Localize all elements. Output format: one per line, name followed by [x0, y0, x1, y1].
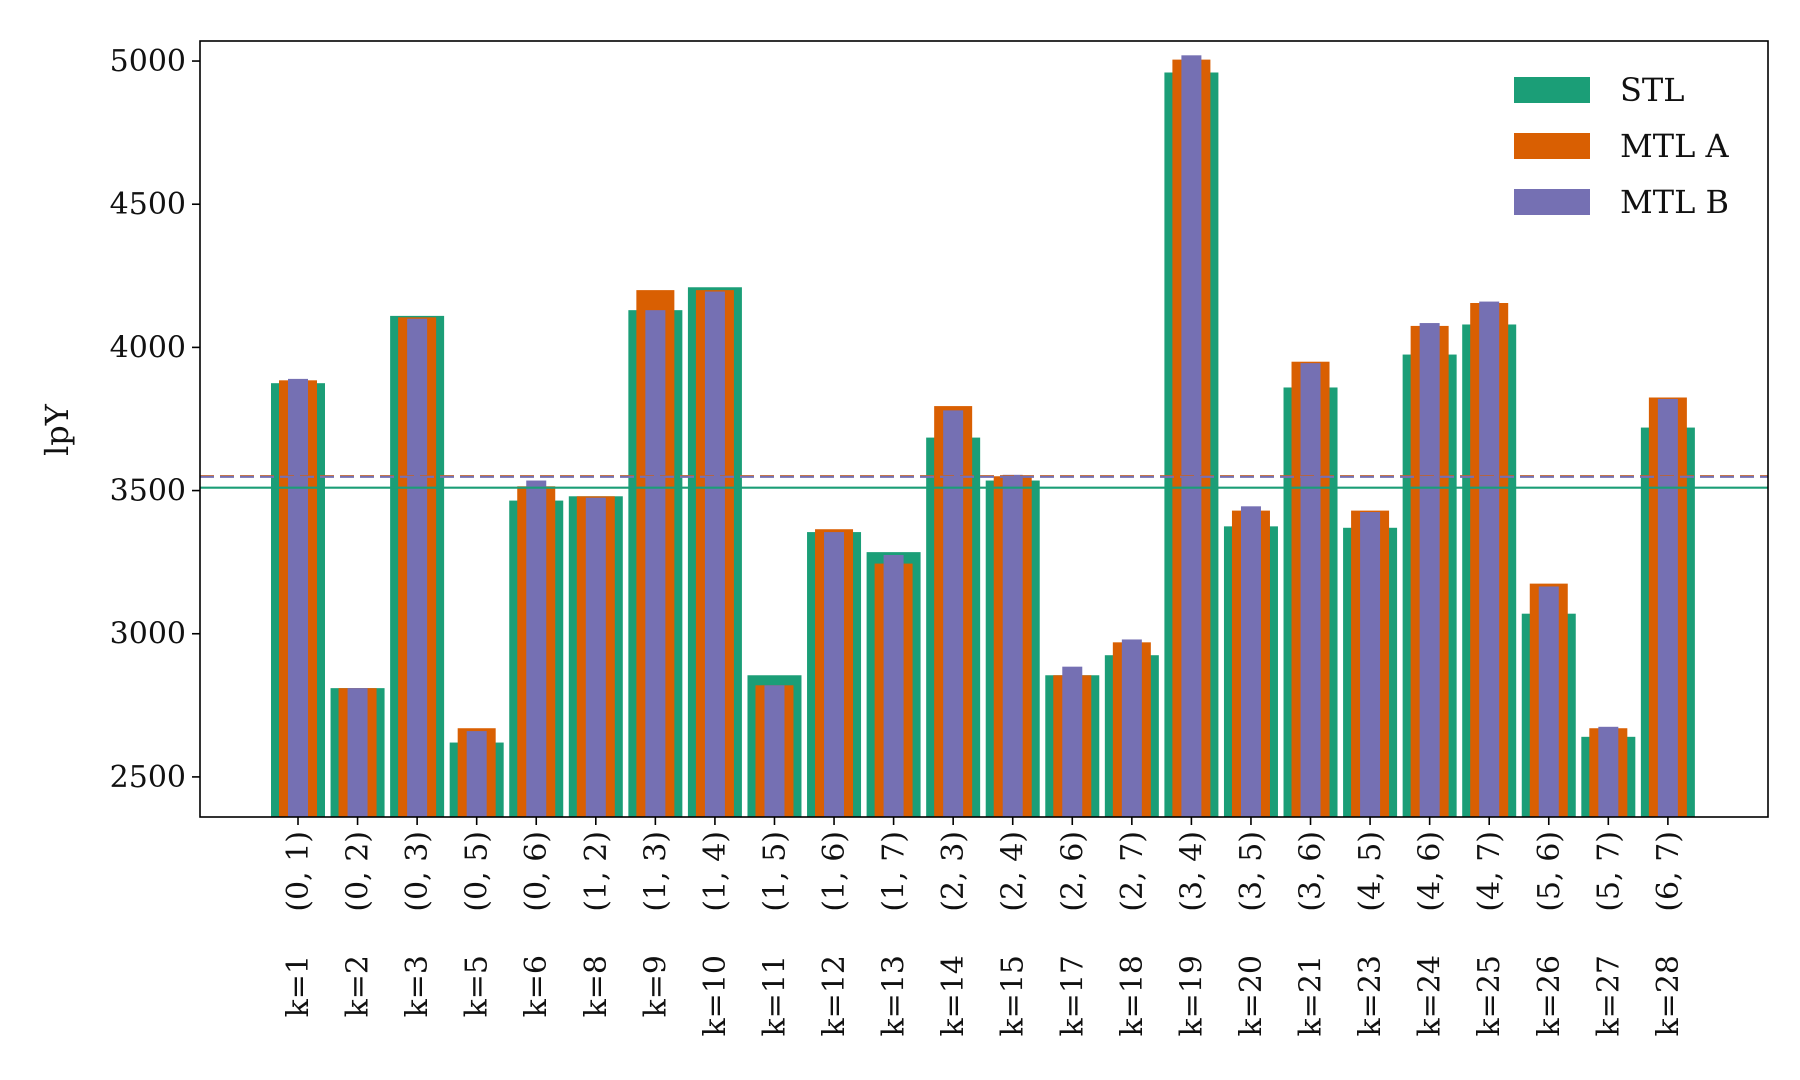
bar-mtl-b-14: [1062, 666, 1083, 817]
plot-frame: [199, 40, 1769, 818]
x-tick-label-pair: (1, 5): [757, 831, 792, 912]
bar-mtl-b-13: [1002, 474, 1023, 817]
y-axis: 2500 3000 3500 4000 4500 5000: [110, 44, 200, 795]
x-tick-label-k: k=28: [1651, 955, 1686, 1037]
x-tick-label-k: k=25: [1472, 955, 1507, 1037]
x-tick-label-pair: (2, 4): [996, 831, 1031, 912]
x-tick-label-pair: (0, 5): [460, 831, 495, 912]
legend-label-stl: STL: [1620, 71, 1685, 109]
x-tick-label-k: k=23: [1353, 955, 1388, 1037]
legend: STL MTL A MTL B: [1514, 71, 1730, 221]
x-tick-label-pair: (4, 5): [1353, 831, 1388, 912]
x-tick-label-pair: (1, 4): [698, 831, 733, 912]
x-tick-label-pair: (3, 5): [1234, 831, 1269, 912]
x-tick-label-pair: (1, 2): [579, 831, 614, 912]
x-tick-label-pair: (1, 7): [877, 831, 912, 912]
y-tick-label: 3500: [110, 474, 186, 509]
bar-mtl-b-8: [704, 291, 725, 818]
bar-mtl-b-21: [1479, 301, 1500, 817]
bar-mtl-b-2: [347, 688, 368, 817]
bar-mtl-b-4: [466, 731, 487, 817]
bar-mtl-b-20: [1419, 323, 1440, 817]
bar-mtl-b-10: [824, 532, 845, 817]
legend-label-mtl-a: MTL A: [1620, 127, 1730, 165]
legend-swatch-mtl-a: [1514, 133, 1590, 159]
bar-mtl-b-12: [943, 410, 964, 817]
x-tick-label-pair: (4, 6): [1413, 831, 1448, 912]
x-tick-label-pair: (3, 6): [1294, 831, 1329, 912]
bar-mtl-b-7: [645, 310, 666, 817]
x-tick-label-k: k=27: [1591, 955, 1626, 1037]
x-axis: (0, 1) k=1 (0, 2) k=2 (0, 3) k=3 (0, 5) k=5 (0, …: [281, 817, 1686, 1037]
y-tick-label: 4500: [110, 187, 186, 222]
x-tick-label-k: k=21: [1294, 955, 1329, 1037]
x-tick-label-k: k=6: [519, 955, 554, 1017]
y-tick-label: 4000: [110, 330, 186, 365]
y-tick-label: 3000: [110, 617, 186, 652]
bar-mtl-b-11: [883, 554, 904, 817]
bar-mtl-b-18: [1300, 363, 1321, 817]
x-tick-label-pair: (6, 7): [1651, 831, 1686, 912]
bar-mtl-b-16: [1181, 55, 1202, 818]
x-tick-label-k: k=5: [460, 955, 495, 1017]
bar-mtl-b-5: [526, 480, 547, 817]
legend-swatch-mtl-b: [1514, 189, 1590, 215]
x-tick-label-k: k=13: [877, 955, 912, 1037]
bar-mtl-b-24: [1657, 398, 1678, 817]
x-tick-label-pair: (0, 1): [281, 831, 316, 912]
x-tick-label-pair: (5, 7): [1591, 831, 1626, 912]
x-tick-label-k: k=2: [341, 955, 376, 1017]
x-tick-label-k: k=15: [996, 955, 1031, 1037]
x-tick-label-k: k=9: [638, 955, 673, 1017]
x-tick-label-pair: (1, 6): [817, 831, 852, 912]
x-tick-label-k: k=20: [1234, 955, 1269, 1037]
reference-lines-layer: [200, 475, 1768, 489]
bar-mtl-b-1: [288, 378, 308, 817]
bar-mtl-b-3: [407, 318, 428, 817]
x-tick-label-k: k=11: [757, 955, 792, 1037]
x-tick-label-k: k=8: [579, 955, 614, 1017]
x-tick-label-pair: (0, 6): [519, 831, 554, 912]
y-axis-label: lpY: [38, 403, 76, 456]
y-tick-label: 2500: [110, 760, 186, 795]
bar-mtl-b-19: [1360, 512, 1381, 817]
bars-layer: [271, 55, 1695, 818]
x-tick-label-k: k=3: [400, 955, 435, 1017]
x-tick-label-pair: (5, 6): [1532, 831, 1567, 912]
x-tick-label-k: k=19: [1174, 955, 1209, 1037]
bar-mtl-b-9: [764, 685, 785, 817]
x-tick-label-k: k=12: [817, 955, 852, 1037]
bar-mtl-b-23: [1598, 726, 1619, 817]
x-tick-label-k: k=18: [1115, 955, 1150, 1037]
x-tick-label-k: k=24: [1413, 955, 1448, 1037]
x-tick-label-pair: (0, 3): [400, 831, 435, 912]
legend-swatch-stl: [1514, 77, 1590, 103]
x-tick-label-pair: (1, 3): [638, 831, 673, 912]
x-tick-label-pair: (2, 7): [1115, 831, 1150, 912]
x-tick-label-pair: (2, 6): [1055, 831, 1090, 912]
x-tick-label-k: k=26: [1532, 955, 1567, 1037]
x-tick-label-k: k=14: [936, 955, 971, 1037]
x-tick-label-k: k=17: [1055, 955, 1090, 1037]
y-tick-label: 5000: [110, 44, 186, 79]
x-tick-label-pair: (0, 2): [341, 831, 376, 912]
x-tick-label-k: k=1: [281, 955, 316, 1017]
legend-label-mtl-b: MTL B: [1620, 183, 1729, 221]
x-tick-label-pair: (3, 4): [1174, 831, 1209, 912]
bar-mtl-b-17: [1240, 506, 1261, 817]
x-tick-label-pair: (4, 7): [1472, 831, 1507, 912]
bar-mtl-b-15: [1121, 639, 1142, 817]
x-tick-label-pair: (2, 3): [936, 831, 971, 912]
x-tick-label-k: k=10: [698, 955, 733, 1037]
bar-mtl-b-22: [1538, 586, 1559, 817]
bar-mtl-b-6: [585, 497, 606, 817]
